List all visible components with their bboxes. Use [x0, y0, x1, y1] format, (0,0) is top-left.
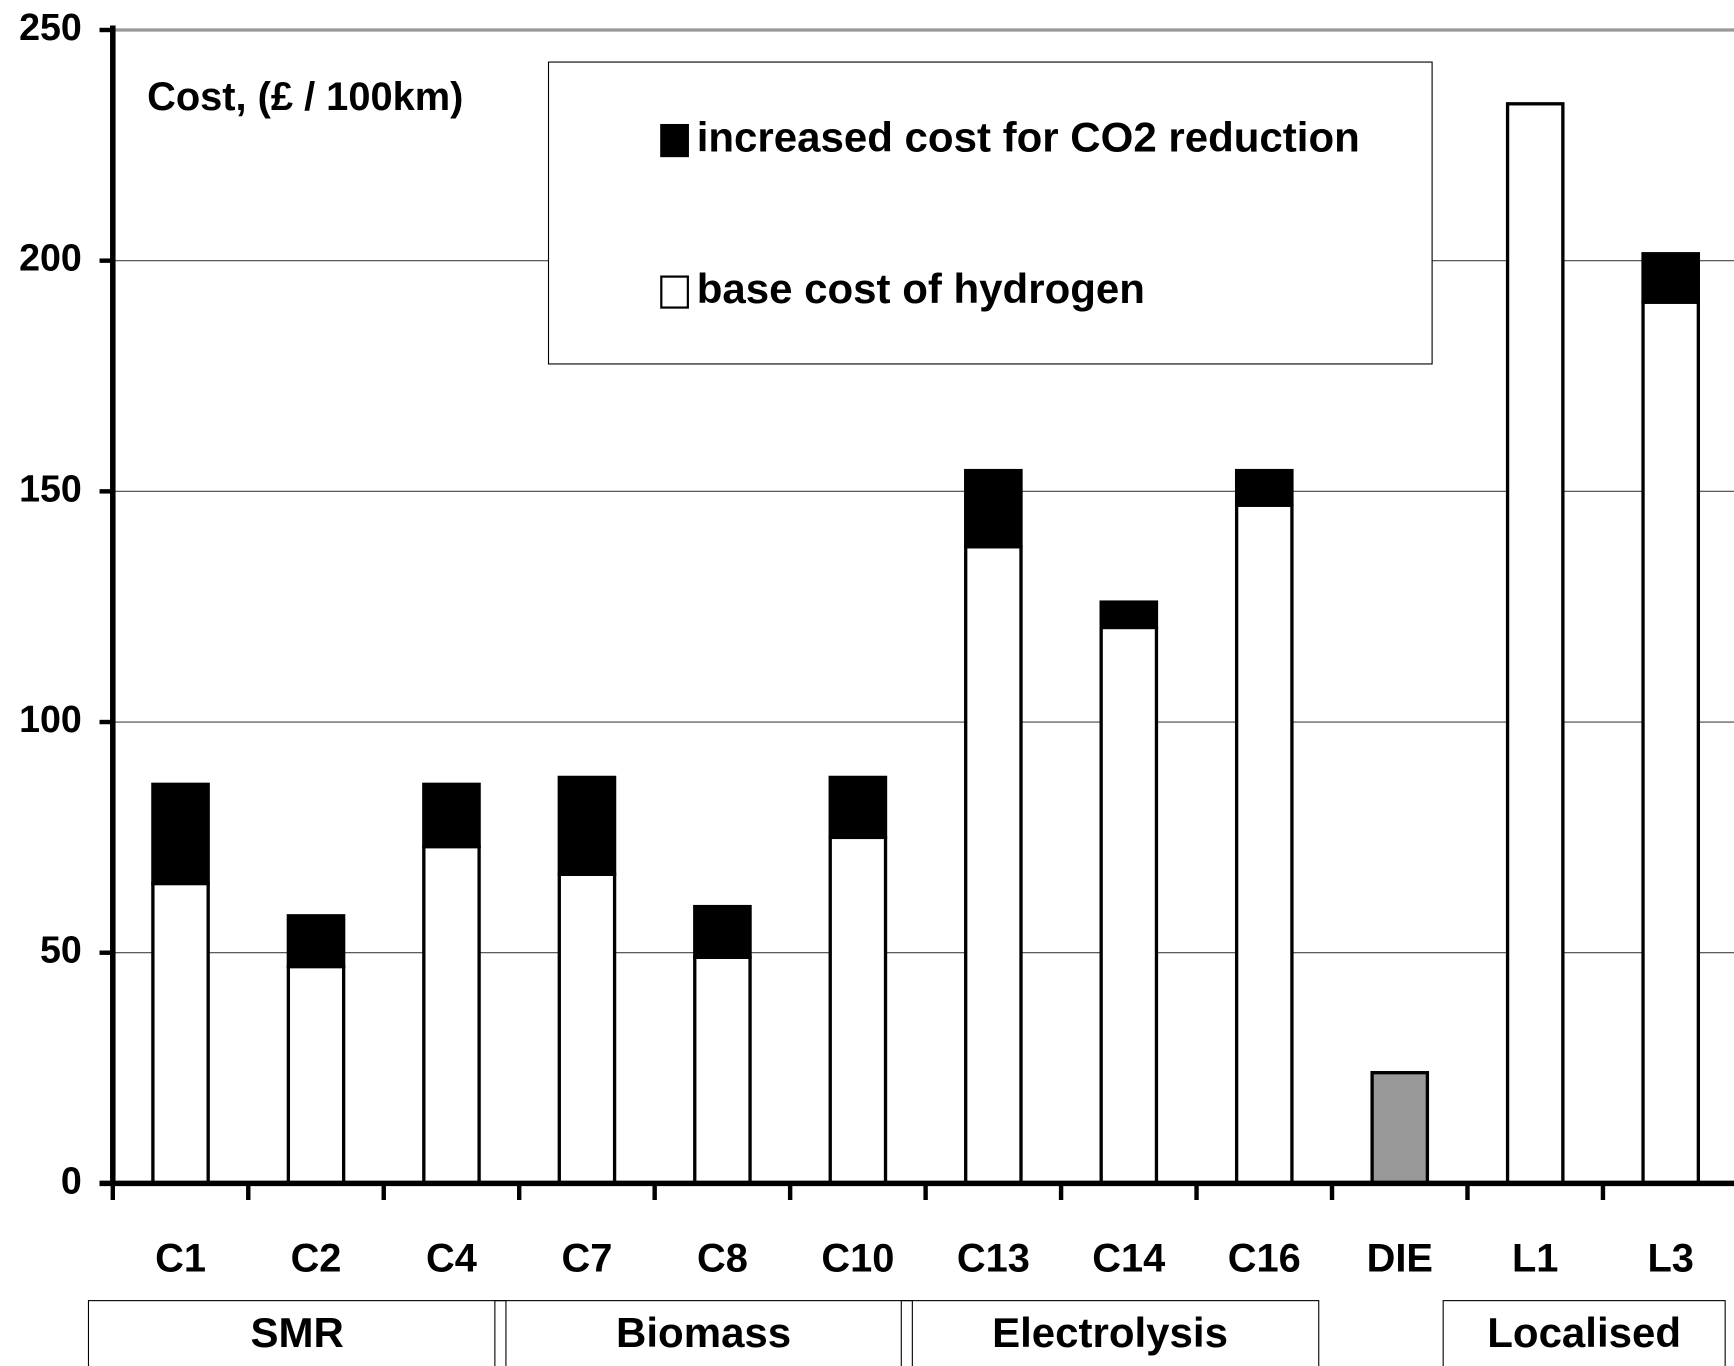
x-tick-label: C13 [957, 1236, 1030, 1280]
bar-segment [693, 955, 752, 1186]
y-tick-label: 200 [19, 237, 82, 279]
bar-segment [557, 872, 617, 1186]
x-tick-label: C4 [426, 1236, 477, 1280]
bar-segment [422, 782, 481, 849]
bar-segment [286, 914, 346, 969]
x-tick-label: L3 [1647, 1236, 1693, 1280]
bar-segment [151, 881, 210, 1186]
group-label: Biomass [616, 1309, 791, 1356]
x-tick-label: C14 [1092, 1236, 1165, 1280]
bar-segment [1234, 503, 1294, 1186]
group-box [494, 1300, 913, 1366]
bar-segment [964, 545, 1023, 1186]
x-tick-label: C2 [291, 1236, 342, 1280]
bar-segment [1234, 468, 1294, 507]
x-tick-label: C7 [562, 1236, 613, 1280]
x-tick-label: L1 [1512, 1236, 1558, 1280]
legend-label: increased cost for CO2 reduction [697, 114, 1360, 161]
bar-segment [422, 844, 481, 1186]
bar-segment [1641, 252, 1700, 304]
bar-segment [1099, 600, 1159, 630]
group-box [1442, 1300, 1726, 1366]
bar-segment [1370, 1071, 1430, 1186]
group-label: SMR [251, 1309, 344, 1356]
bar-segment [557, 775, 617, 876]
x-tick-label: C16 [1228, 1236, 1301, 1280]
bar-segment [1505, 102, 1565, 1186]
x-tick-label: C1 [155, 1236, 206, 1280]
y-tick-label: 50 [40, 929, 82, 971]
legend-box [547, 61, 1433, 365]
bar-segment [828, 835, 888, 1186]
group-box [87, 1300, 507, 1366]
y-tick-label: 100 [19, 698, 82, 740]
bar-segment [1641, 300, 1700, 1186]
group-box [900, 1300, 1320, 1366]
legend-label: base cost of hydrogen [697, 265, 1145, 312]
bar-segment [693, 904, 752, 959]
x-tick-label: DIE [1367, 1236, 1433, 1280]
bar-segment [151, 782, 210, 886]
x-tick-label: C8 [697, 1236, 748, 1280]
bar-segment [964, 468, 1023, 549]
y-axis-label: Cost, (£ / 100km) [147, 75, 463, 119]
bar-segment [828, 775, 888, 840]
y-tick-label: 250 [19, 6, 82, 48]
bar-segment [1099, 625, 1159, 1186]
x-tick-label: C10 [821, 1236, 894, 1280]
legend-swatch [660, 275, 689, 309]
group-label: Electrolysis [992, 1309, 1228, 1356]
group-label: Localised [1487, 1309, 1681, 1356]
y-tick-label: 0 [61, 1159, 82, 1201]
y-tick-label: 150 [19, 467, 82, 509]
bar-segment [286, 964, 346, 1186]
legend-swatch [660, 123, 689, 158]
